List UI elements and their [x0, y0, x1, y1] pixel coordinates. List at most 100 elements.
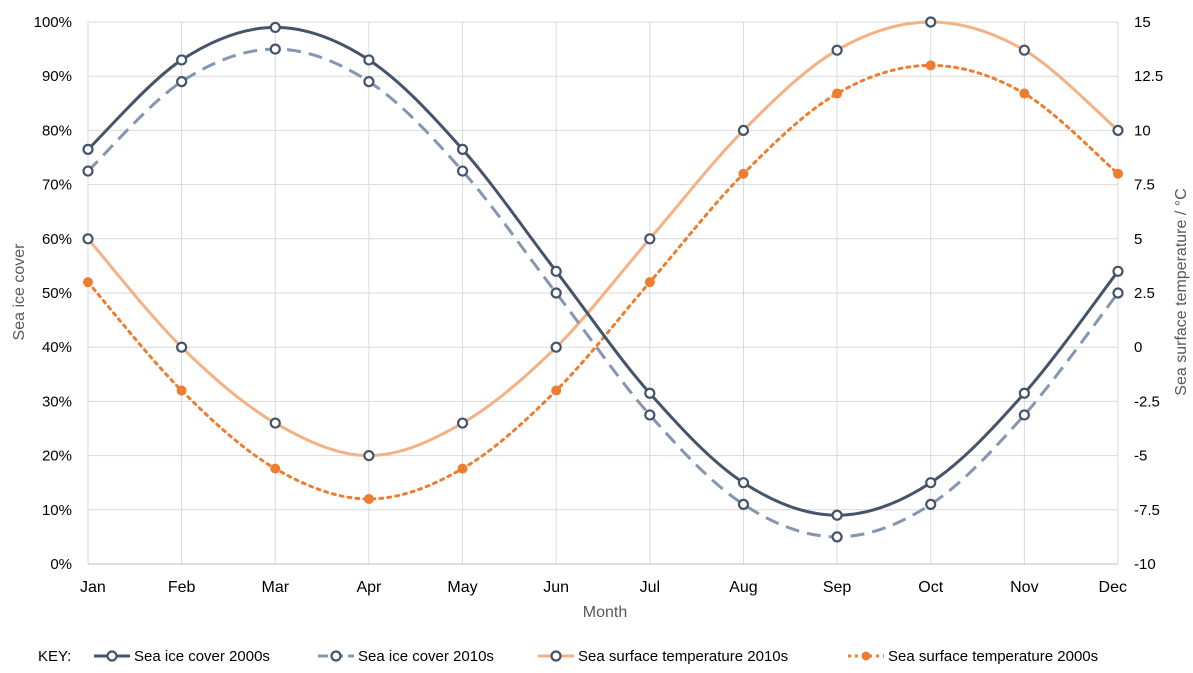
data-point	[737, 498, 750, 510]
x-tick-label: Nov	[1010, 579, 1038, 596]
y-tick-label-left: 10%	[42, 502, 72, 519]
data-point	[82, 143, 94, 155]
legend: KEY: Sea ice cover 2000s Sea ice cover 20…	[38, 648, 1098, 665]
data-point	[1112, 287, 1124, 299]
y-tick-label-right: 5	[1134, 231, 1142, 248]
data-point	[551, 385, 562, 396]
data-point	[644, 409, 656, 421]
legend-item-sea-surface-temperature-2010s: Sea surface temperature 2010s	[538, 648, 788, 665]
y-tick-label-left: 90%	[42, 68, 72, 85]
data-point	[550, 341, 562, 353]
x-tick-label: Apr	[356, 579, 382, 596]
data-point	[269, 43, 281, 55]
legend-item-sea-surface-temperature-2000s: Sea surface temperature 2000s	[848, 648, 1098, 665]
y-axis-title-right: Sea surface temperature / °C	[1173, 188, 1190, 395]
x-tick-label: Feb	[168, 579, 196, 596]
y-tick-label-right: -7.5	[1134, 502, 1160, 519]
data-point	[269, 21, 281, 34]
legend-key-label: KEY:	[38, 648, 71, 665]
series-line	[86, 25, 1120, 517]
series-sea-surface-temperature-2010s	[82, 16, 1124, 462]
y-tick-label-right: 10	[1134, 122, 1151, 139]
legend-swatch-marker	[861, 651, 871, 661]
legend-swatch-marker	[106, 650, 118, 662]
y-tick-label-right: 0	[1134, 339, 1142, 356]
legend-swatch-marker	[330, 650, 342, 662]
data-point	[1018, 409, 1030, 421]
series-line	[86, 20, 1119, 458]
series-sea-ice-cover-2010s	[82, 43, 1124, 543]
data-point	[738, 168, 749, 179]
data-point	[457, 463, 468, 474]
data-point	[269, 417, 281, 429]
data-point	[82, 233, 94, 245]
y-tick-label-right: -2.5	[1134, 393, 1160, 410]
data-point	[550, 265, 562, 277]
x-tick-label: Jul	[640, 579, 660, 596]
data-point	[925, 498, 937, 510]
y-tick-label-right: -10	[1134, 556, 1156, 573]
y-axis-title-left: Sea ice cover	[11, 243, 28, 341]
y-tick-label-right: 15	[1134, 14, 1151, 31]
legend-item-sea-ice-cover-2010s: Sea ice cover 2010s	[318, 648, 494, 665]
data-point	[176, 385, 187, 396]
data-point	[644, 387, 656, 399]
data-point	[832, 88, 843, 99]
y-tick-label-right: 7.5	[1134, 177, 1155, 194]
legend-label: Sea surface temperature 2010s	[578, 648, 788, 665]
data-point	[363, 493, 374, 504]
data-point	[1112, 265, 1124, 277]
x-tick-label: May	[447, 579, 477, 596]
legend-label: Sea ice cover 2000s	[134, 648, 270, 665]
series-sea-surface-temperature-2000s	[83, 60, 1123, 504]
data-point	[925, 16, 937, 28]
series-sea-ice-cover-2000s	[82, 21, 1124, 521]
y-tick-label-left: 70%	[42, 177, 72, 194]
data-point	[550, 287, 562, 299]
x-axis-title: Month	[583, 604, 627, 621]
tick-labels: 0% -10 10% -7.5 20% -5 30% -2.5 40% 0 50% 2.5 60% 5 70…	[34, 14, 1164, 596]
data-point	[363, 54, 375, 66]
x-tick-label: Oct	[918, 579, 943, 596]
data-point	[456, 165, 469, 177]
data-point	[644, 233, 656, 245]
y-tick-label-right: 2.5	[1134, 285, 1155, 302]
x-tick-label: Mar	[261, 579, 289, 596]
data-point	[176, 54, 188, 66]
legend-item-sea-ice-cover-2000s: Sea ice cover 2000s	[94, 648, 270, 665]
y-tick-label-left: 0%	[50, 556, 72, 573]
y-tick-label-right: -5	[1134, 448, 1147, 465]
y-tick-label-left: 30%	[42, 393, 72, 410]
y-tick-label-left: 20%	[42, 448, 72, 465]
x-tick-label: Sep	[823, 579, 852, 596]
y-tick-label-left: 80%	[42, 122, 72, 139]
data-point	[363, 450, 375, 462]
legend-swatch-marker	[550, 650, 562, 662]
data-point	[363, 76, 375, 88]
y-tick-label-left: 50%	[42, 285, 72, 302]
data-point	[831, 531, 843, 543]
x-tick-label: Aug	[729, 579, 757, 596]
data-point	[456, 143, 469, 155]
x-tick-label: Jan	[80, 579, 106, 596]
data-point	[925, 477, 937, 489]
data-point	[925, 60, 936, 71]
grid-lines	[87, 21, 1119, 565]
y-tick-label-left: 60%	[42, 231, 72, 248]
data-point	[831, 44, 843, 56]
data-point	[176, 76, 188, 88]
data-point	[270, 463, 281, 474]
data-point	[83, 277, 93, 288]
data-point	[737, 124, 750, 136]
data-point	[176, 341, 188, 353]
legend-label: Sea surface temperature 2000s	[888, 648, 1098, 665]
x-tick-label: Jun	[543, 579, 569, 596]
data-point	[1018, 387, 1030, 399]
series-line	[86, 63, 1120, 501]
x-tick-label: Dec	[1099, 579, 1127, 596]
data-point	[82, 165, 94, 177]
y-tick-label-left: 40%	[42, 339, 72, 356]
data-point	[644, 277, 655, 288]
